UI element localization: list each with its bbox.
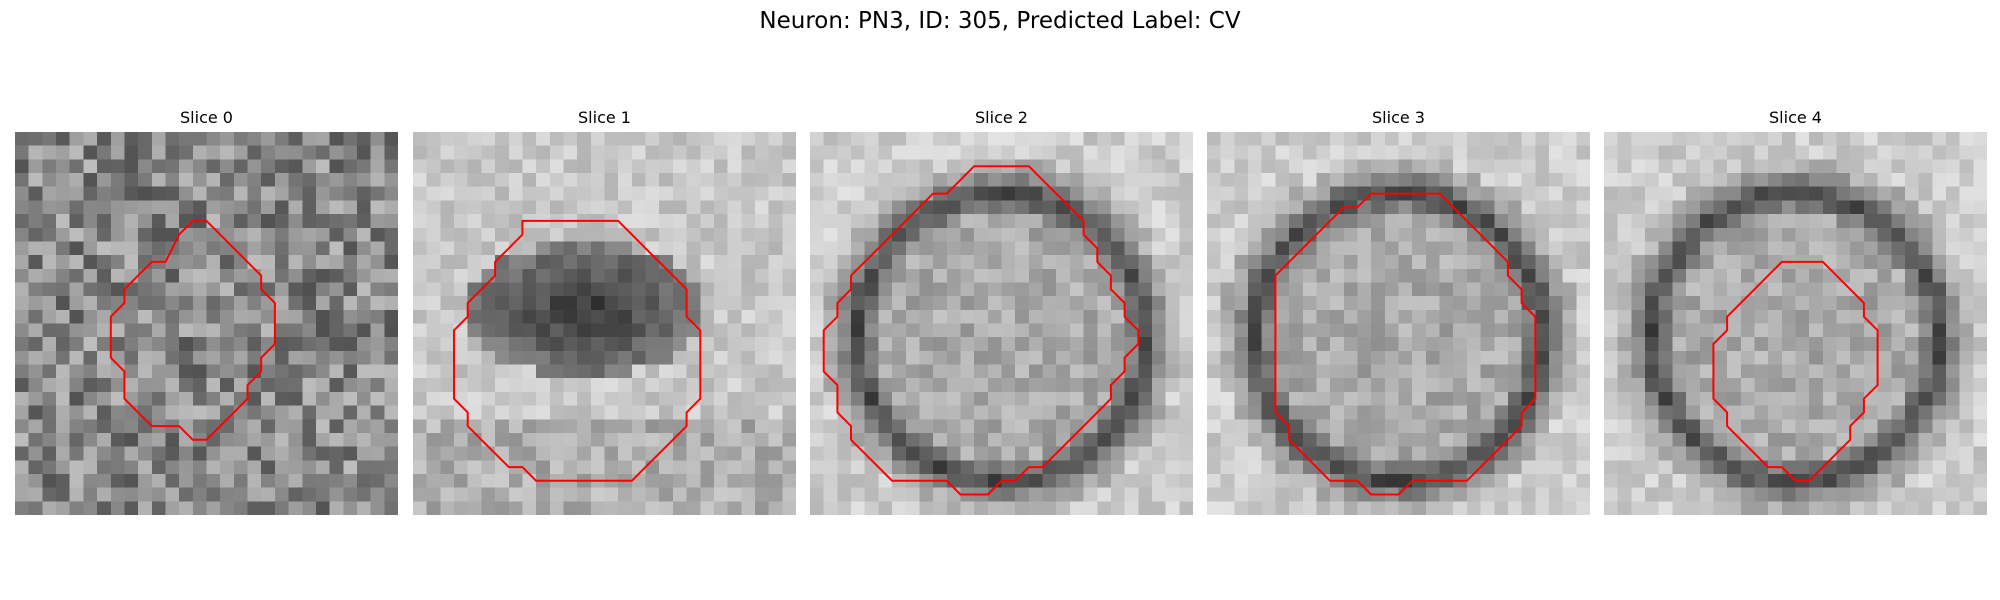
pixel-grid (413, 132, 796, 515)
slice-image-2 (810, 132, 1193, 515)
slice-svg-3 (1207, 132, 1590, 515)
figure-title: Neuron: PN3, ID: 305, Predicted Label: C… (759, 8, 1241, 34)
segmentation-contour (109, 219, 276, 441)
pixel-grid (1604, 132, 1987, 515)
pixel-grid (810, 132, 1193, 515)
pixel-grid (15, 132, 398, 515)
slice-svg-4 (1604, 132, 1987, 515)
segmentation-contour (822, 165, 1140, 496)
slice-image-0 (15, 132, 398, 515)
slice-svg-1 (413, 132, 796, 515)
segmentation-contour (1712, 260, 1879, 482)
slice-image-3 (1207, 132, 1590, 515)
slice-title-3: Slice 3 (1372, 108, 1425, 127)
slice-title-0: Slice 0 (180, 108, 233, 127)
slice-title-4: Slice 4 (1769, 108, 1822, 127)
slice-panel-3: Slice 3 (1207, 108, 1590, 515)
segmentation-contour (1274, 192, 1537, 496)
slice-panel-0: Slice 0 (15, 108, 398, 515)
slice-image-1 (413, 132, 796, 515)
slice-title-1: Slice 1 (578, 108, 631, 127)
slice-svg-2 (810, 132, 1193, 515)
slice-panel-1: Slice 1 (413, 108, 796, 515)
segmentation-contour (453, 219, 702, 482)
slice-panel-2: Slice 2 (810, 108, 1193, 515)
slice-image-4 (1604, 132, 1987, 515)
slice-svg-0 (15, 132, 398, 515)
slice-title-2: Slice 2 (975, 108, 1028, 127)
slice-panel-4: Slice 4 (1604, 108, 1987, 515)
pixel-grid (1207, 132, 1590, 515)
